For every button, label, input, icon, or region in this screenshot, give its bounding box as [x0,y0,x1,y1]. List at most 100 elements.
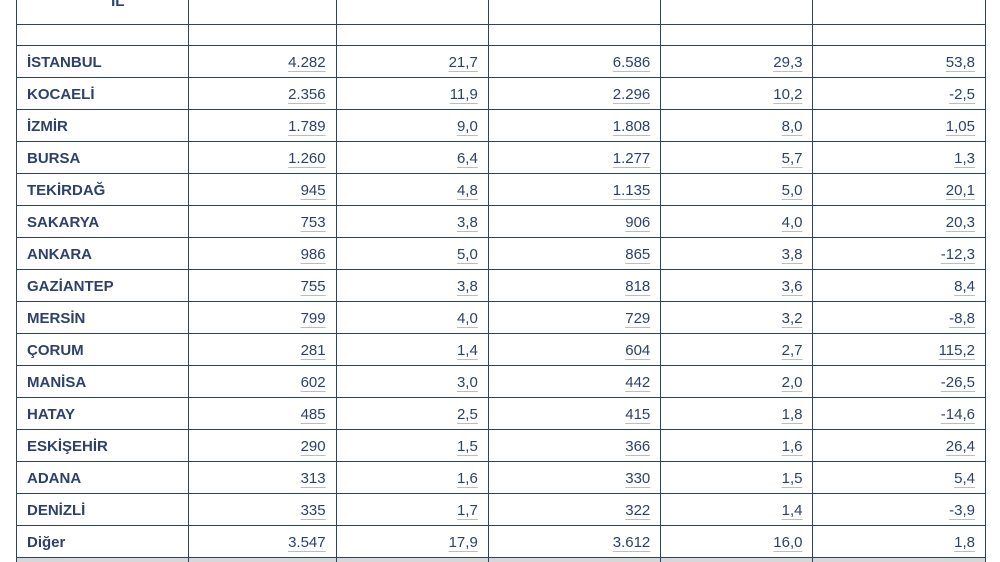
col-pay2024: Pay (%) [661,0,813,25]
cell-pay2024: 8,0 [661,110,813,142]
col-2024: 2024 Temmuz [488,0,660,25]
cell-il: TEKİRDAĞ [17,174,189,206]
cell-2024: 442 [488,366,660,398]
cell-pay2023: 6,4 [336,142,488,174]
col-pay2023: Pay (%) [336,0,488,25]
cell-degisim: 26,4 [813,430,986,462]
cell-pay2023: 3,0 [336,366,488,398]
cell-il: HATAY [17,398,189,430]
col-il: İL [17,0,189,25]
table-row: DENİZLİ3351,73221,4-3,9 [17,494,986,526]
cell-pay2024: 1,5 [661,462,813,494]
cell-2024: 3.612 [488,526,660,558]
cell-2024: 906 [488,206,660,238]
cell-pay2023: 3,8 [336,270,488,302]
cell-degisim: -2,5 [813,78,986,110]
cell-pay2023: 5,0 [336,238,488,270]
cell-2023: 313 [189,462,336,494]
cell-2024: 6.586 [488,46,660,78]
cell-degisim: 115,2 [813,334,986,366]
table-row: Diğer3.54717,93.61216,01,8 [17,526,986,558]
cell-degisim: 20,3 [813,206,986,238]
cell-pay2023: 2,5 [336,398,488,430]
cell-pay2024: 3,6 [661,270,813,302]
cell-degisim: 5,4 [813,462,986,494]
table-body: İSTANBUL4.28221,76.58629,353,8KOCAELİ2.3… [17,46,986,562]
cell-pay2024: 2,0 [661,366,813,398]
table-row: ÇORUM2811,46042,7115,2 [17,334,986,366]
cell-pay2024: 1,8 [661,398,813,430]
cell-pay2024: 1,4 [661,494,813,526]
cell-2023: 335 [189,494,336,526]
cell-pay2024: 16,0 [661,526,813,558]
cell-2023: 755 [189,270,336,302]
table-total-row: Toplam19.78022.51213,8 [17,558,986,562]
table-row: BURSA1.2606,41.2775,71,3 [17,142,986,174]
cell-degisim: 13,8 [813,558,986,562]
cell-pay2023: 9,0 [336,110,488,142]
table-row: KOCAELİ2.35611,92.29610,2-2,5 [17,78,986,110]
cell-degisim: 1,8 [813,526,986,558]
cell-pay2023: 4,0 [336,302,488,334]
cell-pay2024: 29,3 [661,46,813,78]
cell-degisim: 1,05 [813,110,986,142]
cell-2023: 1.260 [189,142,336,174]
cell-pay2024: 4,0 [661,206,813,238]
cell-pay2024: 3,8 [661,238,813,270]
cell-degisim: -8,8 [813,302,986,334]
cell-pay2023: 3,8 [336,206,488,238]
cell-degisim: -3,9 [813,494,986,526]
cell-2023: 4.282 [189,46,336,78]
cell-2023: 3.547 [189,526,336,558]
cell-il: ANKARA [17,238,189,270]
cell-pay2024 [661,558,813,562]
table-row: SAKARYA7533,89064,020,3 [17,206,986,238]
cell-2023: 1.789 [189,110,336,142]
cell-il: ADANA [17,462,189,494]
cell-2023: 290 [189,430,336,462]
cell-il: BURSA [17,142,189,174]
data-table: İL 2023 Temmuz Pay (%) 2024 Temmuz Pay (… [16,0,986,562]
cell-2024: 1.808 [488,110,660,142]
table-row: TEKİRDAĞ9454,81.1355,020,1 [17,174,986,206]
cell-2024: 322 [488,494,660,526]
table-row: ADANA3131,63301,55,4 [17,462,986,494]
cell-2023: 753 [189,206,336,238]
cell-2024: 604 [488,334,660,366]
cell-pay2024: 10,2 [661,78,813,110]
table-row: GAZİANTEP7553,88183,68,4 [17,270,986,302]
cell-2023: 602 [189,366,336,398]
cell-pay2023: 1,7 [336,494,488,526]
cell-2023: 2.356 [189,78,336,110]
cell-2024: 2.296 [488,78,660,110]
cell-pay2023 [336,558,488,562]
cell-2024: 22.512 [488,558,660,562]
cell-il: ESKİŞEHİR [17,430,189,462]
cell-il: SAKARYA [17,206,189,238]
cell-2024: 818 [488,270,660,302]
cell-degisim: 8,4 [813,270,986,302]
cell-2024: 1.277 [488,142,660,174]
cell-il: MANİSA [17,366,189,398]
cell-pay2024: 5,0 [661,174,813,206]
cell-degisim: -12,3 [813,238,986,270]
cell-pay2024: 5,7 [661,142,813,174]
cell-pay2023: 1,6 [336,462,488,494]
cell-il: GAZİANTEP [17,270,189,302]
table-row: MERSİN7994,07293,2-8,8 [17,302,986,334]
cell-il: İSTANBUL [17,46,189,78]
cell-degisim: 53,8 [813,46,986,78]
table-row: MANİSA6023,04422,0-26,5 [17,366,986,398]
cell-2024: 366 [488,430,660,462]
cell-2023: 281 [189,334,336,366]
cell-il: KOCAELİ [17,78,189,110]
cell-2023: 799 [189,302,336,334]
table-header-row: İL 2023 Temmuz Pay (%) 2024 Temmuz Pay (… [17,0,986,25]
table-row: ESKİŞEHİR2901,53661,626,4 [17,430,986,462]
cell-degisim: 20,1 [813,174,986,206]
cell-pay2023: 21,7 [336,46,488,78]
table-row: HATAY4852,54151,8-14,6 [17,398,986,430]
cell-2023: 19.780 [189,558,336,562]
cell-2024: 729 [488,302,660,334]
cell-pay2023: 1,4 [336,334,488,366]
